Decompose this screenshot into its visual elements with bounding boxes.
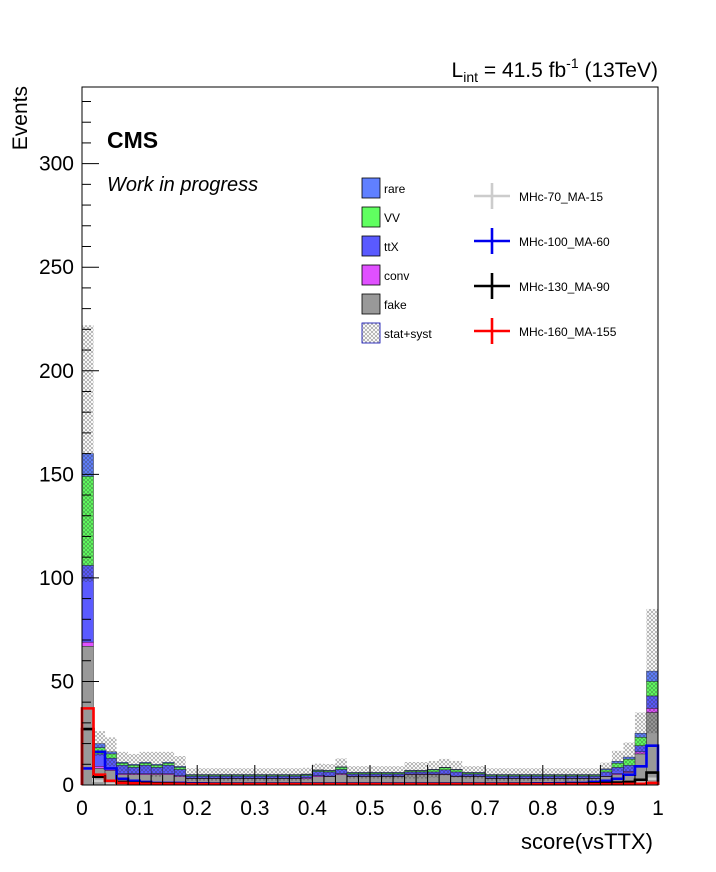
x-tick-label: 0.6 xyxy=(413,797,442,820)
uncertainty-bin-9 xyxy=(185,768,198,781)
uncertainty-bin-40 xyxy=(542,768,555,781)
uncertainty-bin-17 xyxy=(277,768,290,781)
x-axis: 0 0.1 0.2 0.3 0.4 0.5 0.6 0.7 0.8 0.9 1 xyxy=(76,765,664,820)
stacked-bars xyxy=(81,453,659,786)
uncertainty-bin-29 xyxy=(416,762,428,779)
x-tick-label: 0.5 xyxy=(355,797,384,820)
uncertainty-bin-23 xyxy=(346,766,359,779)
uncertainty-bin-6 xyxy=(151,751,163,777)
y-axis: 0 50 100 150 200 250 300 xyxy=(39,100,99,797)
uncertainty-bin-27 xyxy=(393,766,405,779)
uncertainty-bin-42 xyxy=(565,768,578,781)
legend-swatch-ttx xyxy=(361,235,381,257)
legend: rare VV ttX conv fake stat+syst MHc-70_MA-15 MH… xyxy=(361,177,617,344)
y-tick-label: 300 xyxy=(39,153,74,176)
lumi-label: Lint = 41.5 fb-1 (13TeV) xyxy=(452,55,658,85)
y-tick-label: 50 xyxy=(51,670,74,693)
uncertainty-bin-31 xyxy=(439,758,451,776)
uncertainty-bin-28 xyxy=(404,762,417,779)
status-label: Work in progress xyxy=(107,174,258,196)
x-tick-label: 0.2 xyxy=(183,797,212,820)
legend-label: rare xyxy=(384,182,406,196)
uncertainty-bin-46 xyxy=(611,750,624,772)
uncertainty-bin-10 xyxy=(197,768,209,781)
uncertainty-bin-1 xyxy=(93,731,106,757)
legend-label: stat+syst xyxy=(384,327,432,341)
uncertainty-bin-19 xyxy=(300,767,313,781)
bar-conv-1 xyxy=(93,766,106,769)
x-tick-label: 1 xyxy=(652,797,664,820)
uncertainty-bin-32 xyxy=(450,760,463,778)
experiment-label: CMS xyxy=(107,127,158,153)
uncertainty-bin-41 xyxy=(554,768,566,781)
uncertainty-bin-48 xyxy=(634,712,647,754)
uncertainty-bin-14 xyxy=(243,768,255,781)
uncertainty-bin-21 xyxy=(323,764,336,777)
uncertainty-bin-30 xyxy=(427,760,440,778)
uncertainty-bin-34 xyxy=(473,766,486,779)
y-tick-label: 100 xyxy=(39,567,74,590)
legend-label: MHc-130_MA-90 xyxy=(519,280,610,294)
uncertainty-bin-20 xyxy=(312,763,324,777)
uncertainty-bin-3 xyxy=(116,751,129,773)
uncertainty-bin-45 xyxy=(600,762,612,776)
y-tick-label: 250 xyxy=(39,256,74,279)
legend-label: VV xyxy=(384,211,400,225)
legend-swatch-vv xyxy=(361,206,381,228)
uncertainty-bin-25 xyxy=(370,766,382,779)
uncertainty-bin-35 xyxy=(485,768,497,781)
uncertainty-bin-39 xyxy=(531,768,543,781)
x-tick-label: 0.4 xyxy=(298,797,328,820)
x-tick-label: 0 xyxy=(76,797,88,820)
x-tick-label: 0.9 xyxy=(586,797,615,820)
x-tick-label: 0.7 xyxy=(471,797,500,820)
legend-label: fake xyxy=(384,298,407,312)
uncertainty-bin-7 xyxy=(162,751,175,773)
legend-swatch-conv xyxy=(361,264,381,286)
uncertainty-bin-16 xyxy=(266,768,278,781)
uncertainty-bin-11 xyxy=(208,768,221,781)
legend-label: ttX xyxy=(384,240,399,254)
legend-swatch-fake xyxy=(361,293,381,315)
legend-swatch-rare xyxy=(361,177,381,199)
uncertainty-bin-38 xyxy=(519,768,532,781)
uncertainty-bin-49 xyxy=(646,608,658,734)
uncertainty-band xyxy=(82,325,658,781)
uncertainty-bin-47 xyxy=(623,742,635,772)
legend-label: conv xyxy=(384,269,409,283)
uncertainty-bin-22 xyxy=(335,758,347,776)
uncertainty-bin-12 xyxy=(220,768,232,781)
bar-conv-0 xyxy=(81,641,94,647)
x-tick-label: 0.1 xyxy=(125,797,154,820)
uncertainty-bin-43 xyxy=(577,768,589,781)
y-axis-title: Events xyxy=(9,86,32,150)
uncertainty-bin-4 xyxy=(128,753,140,775)
uncertainty-bin-5 xyxy=(139,751,152,773)
uncertainty-bin-24 xyxy=(358,766,370,779)
legend-swatch-stat-syst xyxy=(361,322,381,344)
uncertainty-bin-33 xyxy=(462,766,474,779)
uncertainty-bin-26 xyxy=(381,766,394,779)
x-axis-title: score(vsTTX) xyxy=(521,829,653,854)
legend-label: MHc-70_MA-15 xyxy=(519,190,603,204)
x-tick-label: 0.3 xyxy=(240,797,269,820)
uncertainty-bin-2 xyxy=(105,737,117,767)
uncertainty-bin-37 xyxy=(508,768,520,781)
uncertainty-bin-44 xyxy=(588,768,601,781)
y-tick-label: 0 xyxy=(62,774,74,797)
y-tick-label: 200 xyxy=(39,360,74,383)
legend-label: MHc-100_MA-60 xyxy=(519,235,610,249)
y-tick-label: 150 xyxy=(39,463,74,486)
uncertainty-bin-13 xyxy=(231,768,244,781)
legend-label: MHc-160_MA-155 xyxy=(519,325,617,339)
uncertainty-bin-15 xyxy=(254,768,267,781)
uncertainty-bin-36 xyxy=(496,768,509,781)
x-tick-label: 0.8 xyxy=(528,797,557,820)
uncertainty-bin-8 xyxy=(174,756,186,777)
uncertainty-bin-18 xyxy=(289,768,301,781)
